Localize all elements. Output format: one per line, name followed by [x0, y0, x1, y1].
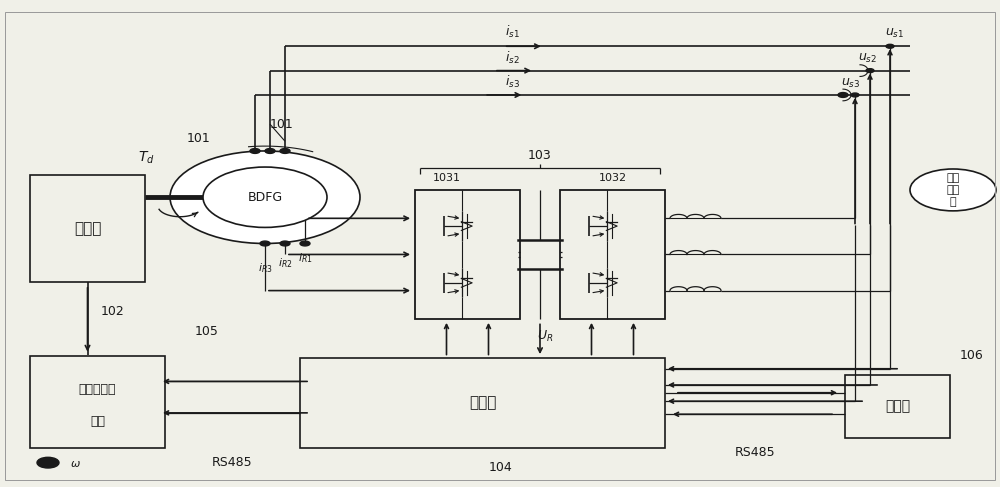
- Circle shape: [886, 44, 894, 48]
- Text: 电网
或负
载: 电网 或负 载: [946, 173, 960, 206]
- Text: $i_{R3}$: $i_{R3}$: [258, 261, 272, 275]
- Text: $u_{s3}$: $u_{s3}$: [841, 77, 860, 90]
- Text: 104: 104: [489, 461, 513, 474]
- Circle shape: [170, 151, 360, 244]
- Text: $i_{R2}$: $i_{R2}$: [278, 256, 292, 270]
- Text: $i_{s2}$: $i_{s2}$: [505, 50, 520, 66]
- Text: $i_{s3}$: $i_{s3}$: [505, 74, 520, 90]
- Text: $i_{R1}$: $i_{R1}$: [298, 251, 312, 265]
- Circle shape: [300, 241, 310, 246]
- Circle shape: [910, 169, 996, 211]
- Text: 101: 101: [270, 118, 294, 131]
- Text: 101: 101: [186, 132, 210, 145]
- Bar: [30, 356, 165, 448]
- Text: 102: 102: [101, 305, 124, 318]
- Text: $\omega$: $\omega$: [70, 459, 81, 468]
- Circle shape: [851, 93, 859, 97]
- Text: 系统: 系统: [90, 415, 105, 428]
- Text: 1032: 1032: [598, 173, 627, 183]
- Bar: [560, 190, 665, 319]
- Circle shape: [250, 149, 260, 153]
- Text: $T_d$: $T_d$: [138, 149, 155, 166]
- Circle shape: [203, 167, 327, 227]
- Text: 柴油机: 柴油机: [74, 222, 101, 236]
- Text: 103: 103: [528, 150, 552, 162]
- Bar: [845, 375, 950, 438]
- Circle shape: [280, 241, 290, 246]
- Bar: [300, 358, 665, 448]
- Text: BDFG: BDFG: [247, 191, 283, 204]
- Text: 106: 106: [960, 349, 984, 362]
- Text: $i_{s1}$: $i_{s1}$: [505, 24, 520, 40]
- Text: RS485: RS485: [735, 447, 775, 459]
- Circle shape: [260, 241, 270, 246]
- Text: RS485: RS485: [212, 456, 253, 469]
- Bar: [415, 190, 520, 319]
- Text: 柴油机调速: 柴油机调速: [79, 383, 116, 395]
- Circle shape: [37, 457, 59, 468]
- Circle shape: [280, 149, 290, 153]
- Text: $U_{R}$: $U_{R}$: [537, 328, 553, 344]
- Text: 1031: 1031: [432, 173, 460, 183]
- Circle shape: [265, 149, 275, 153]
- Text: $u_{s1}$: $u_{s1}$: [885, 27, 904, 40]
- Circle shape: [838, 93, 848, 97]
- Text: $u_{s2}$: $u_{s2}$: [858, 52, 877, 65]
- Text: 105: 105: [195, 325, 219, 337]
- Circle shape: [866, 69, 874, 73]
- Text: 控制器: 控制器: [469, 395, 496, 411]
- Bar: [30, 175, 145, 282]
- Text: 上位机: 上位机: [885, 400, 910, 413]
